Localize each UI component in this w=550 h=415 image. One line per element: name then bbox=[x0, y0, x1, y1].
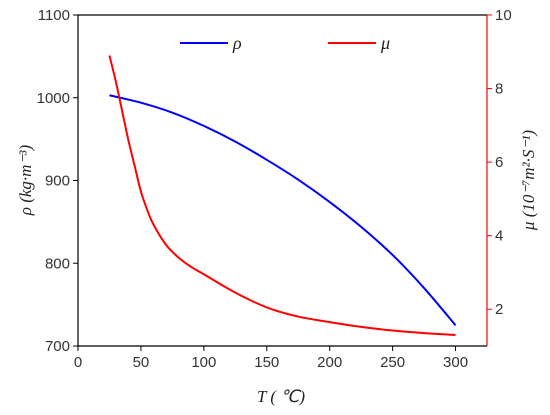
x-tick-label: 200 bbox=[317, 354, 342, 371]
left-tick-label: 900 bbox=[45, 173, 70, 190]
left-tick-label: 800 bbox=[45, 255, 70, 272]
right-axis: 2 4 6 8 10 bbox=[487, 7, 512, 318]
x-tick-label: 300 bbox=[443, 354, 468, 371]
plot-frame bbox=[77, 14, 488, 347]
left-tick-label: 1000 bbox=[37, 90, 70, 107]
legend-label-rho: ρ bbox=[232, 33, 242, 53]
legend-label-mu: μ bbox=[380, 33, 390, 53]
series-layer bbox=[108, 55, 457, 336]
left-tick-label: 700 bbox=[45, 338, 70, 355]
x-axis: 0 50 100 150 200 250 300 bbox=[74, 346, 468, 371]
x-tick-label: 0 bbox=[74, 354, 82, 371]
left-tick-label: 1100 bbox=[38, 7, 70, 24]
right-axis-title: μ (10⁻⁷m²·S⁻¹) bbox=[519, 130, 538, 232]
left-axis-title: ρ (kg·m⁻³) bbox=[16, 144, 35, 216]
right-tick-label: 2 bbox=[495, 301, 503, 318]
x-tick-label: 50 bbox=[133, 354, 150, 371]
right-tick-label: 10 bbox=[495, 7, 512, 24]
x-tick-label: 100 bbox=[191, 354, 216, 371]
x-tick-label: 250 bbox=[380, 354, 405, 371]
x-axis-title: T ( ℃) bbox=[257, 387, 305, 406]
series-line-rho bbox=[109, 94, 457, 326]
right-tick-label: 4 bbox=[495, 228, 503, 245]
left-axis: 700 800 900 1000 1100 bbox=[37, 7, 78, 355]
x-tick-label: 150 bbox=[254, 354, 279, 371]
right-tick-label: 6 bbox=[495, 154, 503, 171]
series-line-mu bbox=[108, 55, 456, 336]
right-tick-label: 8 bbox=[495, 81, 503, 98]
